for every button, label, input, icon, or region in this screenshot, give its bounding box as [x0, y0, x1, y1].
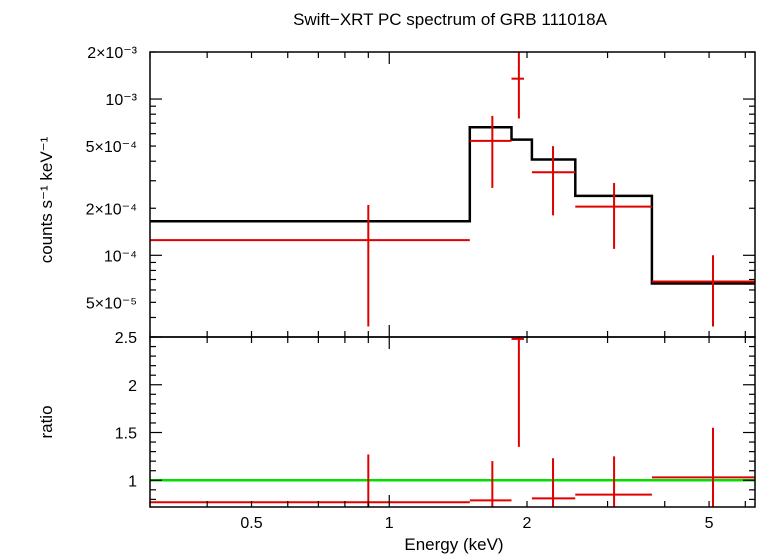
ratio-y-tick-label: 2.5 — [115, 330, 137, 347]
spectrum-frame — [149, 51, 756, 338]
chart-title: Swift−XRT PC spectrum of GRB 111018A — [293, 10, 608, 29]
spectrum-y-tick-label: 5×10⁻⁴ — [86, 139, 137, 156]
spectrum-y-tick-label: 5×10⁻⁵ — [86, 295, 137, 312]
spectrum-y-tick-label: 10⁻⁴ — [104, 248, 137, 265]
x-tick-label: 0.5 — [240, 515, 262, 532]
x-tick-label: 5 — [705, 515, 714, 532]
ratio-y-axis-label: ratio — [37, 405, 56, 438]
spectrum-y-axis-label: counts s⁻¹ keV⁻¹ — [37, 136, 56, 263]
x-axis-label: Energy (keV) — [404, 535, 503, 554]
x-tick-label: 1 — [385, 515, 394, 532]
ratio-y-tick-label: 1 — [128, 473, 137, 490]
ratio-y-tick-label: 1.5 — [115, 426, 137, 443]
spectrum-y-tick-label: 10⁻³ — [105, 92, 137, 109]
spectrum-plot-area — [150, 52, 755, 327]
ratio-frame — [149, 336, 756, 508]
spectrum-y-tick-label: 2×10⁻³ — [87, 45, 137, 62]
model-step-line — [150, 125, 755, 285]
ratio-plot-area — [150, 337, 755, 507]
spectrum-y-tick-label: 2×10⁻⁴ — [86, 201, 137, 218]
x-tick-label: 2 — [523, 515, 532, 532]
ratio-y-tick-label: 2 — [128, 378, 137, 395]
